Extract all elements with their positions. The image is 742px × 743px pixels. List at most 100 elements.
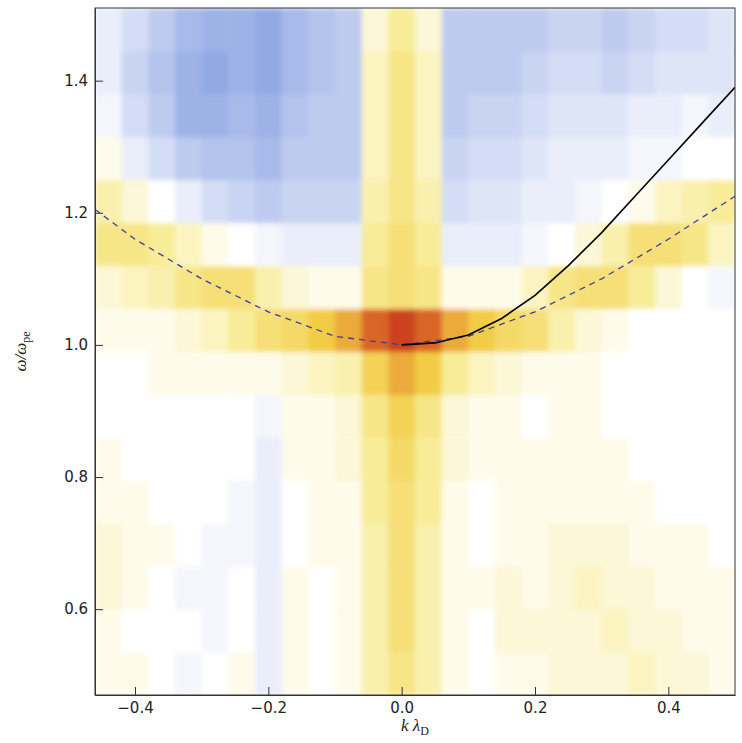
heatmap-cell — [308, 94, 335, 137]
heatmap-cell — [602, 480, 629, 523]
heatmap-cell — [415, 137, 442, 180]
heatmap-cell — [308, 223, 335, 266]
heatmap-cell — [575, 652, 602, 695]
y-axis-tick-mark — [95, 477, 103, 478]
heatmap-cell — [255, 566, 282, 609]
heatmap-cell — [415, 8, 442, 51]
heatmap-cell — [522, 51, 549, 94]
heatmap-cell — [335, 137, 362, 180]
heatmap-cell — [442, 523, 469, 566]
heatmap-cell — [282, 566, 309, 609]
heatmap-cell — [495, 266, 522, 309]
heatmap-cell — [575, 480, 602, 523]
heatmap-cell — [95, 437, 122, 480]
heatmap-cell — [415, 609, 442, 652]
heatmap-cell — [495, 51, 522, 94]
heatmap-cell — [442, 480, 469, 523]
y-axis-tick-mark — [95, 213, 103, 214]
heatmap-cell — [335, 180, 362, 223]
heatmap-cell — [468, 394, 495, 437]
heatmap-cell — [495, 566, 522, 609]
heatmap-cell — [655, 566, 682, 609]
heatmap-cell — [468, 437, 495, 480]
x-axis-tick-mark — [268, 687, 269, 695]
heatmap-cell — [442, 94, 469, 137]
heatmap-cell — [122, 437, 149, 480]
heatmap-cell — [468, 137, 495, 180]
heatmap-cell — [682, 8, 709, 51]
heatmap-cell — [202, 480, 229, 523]
heatmap-cell — [655, 51, 682, 94]
heatmap-cell — [95, 480, 122, 523]
heatmap-cell — [602, 609, 629, 652]
heatmap-cell — [548, 309, 575, 352]
heatmap-cell — [148, 523, 175, 566]
x-axis: −0.4−0.20.00.20.4 — [96, 687, 736, 717]
heatmap-cell — [468, 266, 495, 309]
heatmap-cell — [148, 180, 175, 223]
heatmap-cell — [522, 394, 549, 437]
heatmap-cell — [415, 94, 442, 137]
heatmap-cell — [362, 8, 389, 51]
heatmap-cell — [415, 352, 442, 395]
heatmap-cell — [202, 180, 229, 223]
heatmap-cell — [548, 523, 575, 566]
y-axis-title-subscript: pe — [19, 331, 33, 342]
heatmap-cell — [148, 8, 175, 51]
heatmap-cell — [708, 223, 735, 266]
heatmap-cell — [495, 180, 522, 223]
heatmap-cell — [282, 437, 309, 480]
heatmap-cell — [362, 523, 389, 566]
x-axis-tick-mark — [535, 687, 536, 695]
heatmap-cell — [655, 352, 682, 395]
heatmap-cell — [202, 523, 229, 566]
heatmap-cell — [362, 266, 389, 309]
heatmap-cell — [388, 51, 415, 94]
heatmap-cell — [522, 223, 549, 266]
heatmap-cell — [175, 480, 202, 523]
heatmap-cell — [388, 137, 415, 180]
heatmap-cell — [148, 94, 175, 137]
heatmap-cell — [468, 566, 495, 609]
heatmap-cell — [308, 352, 335, 395]
heatmap-cell — [708, 51, 735, 94]
heatmap-cell — [575, 566, 602, 609]
heatmap-cell — [255, 137, 282, 180]
x-axis-tick-mark — [668, 687, 669, 695]
heatmap-cell — [148, 51, 175, 94]
heatmap-cell — [95, 566, 122, 609]
heatmap-cell — [282, 652, 309, 695]
heatmap-cell — [255, 51, 282, 94]
heatmap-cell — [682, 266, 709, 309]
y-axis-tick-label: 1.2 — [64, 204, 88, 222]
heatmap-cell — [228, 652, 255, 695]
heatmap-cell — [522, 609, 549, 652]
heatmap-cell — [362, 51, 389, 94]
y-axis-line — [95, 9, 96, 696]
heatmap-cell — [362, 180, 389, 223]
heatmap-cell — [575, 437, 602, 480]
heatmap-cell — [682, 352, 709, 395]
heatmap-cell — [335, 94, 362, 137]
heatmap-cell — [548, 8, 575, 51]
heatmap-cell — [468, 309, 495, 352]
heatmap-cell — [575, 523, 602, 566]
heatmap-cell — [202, 137, 229, 180]
heatmap-cell — [335, 266, 362, 309]
heatmap-cell — [468, 94, 495, 137]
heatmap-cell — [708, 266, 735, 309]
heatmap-cell — [495, 8, 522, 51]
heatmap-cell — [495, 609, 522, 652]
x-axis-tick-label: 0.4 — [657, 699, 681, 717]
heatmap-cell — [442, 223, 469, 266]
y-axis-tick: 1.4 — [64, 72, 103, 90]
y-axis-tick-mark — [95, 81, 103, 82]
heatmap-cell — [602, 137, 629, 180]
heatmap-cell — [335, 566, 362, 609]
heatmap-cell — [335, 609, 362, 652]
heatmap-cell — [122, 266, 149, 309]
y-axis-tick: 1.2 — [64, 204, 103, 222]
heatmap-cell — [548, 437, 575, 480]
heatmap-cell — [682, 51, 709, 94]
heatmap-cell — [228, 437, 255, 480]
